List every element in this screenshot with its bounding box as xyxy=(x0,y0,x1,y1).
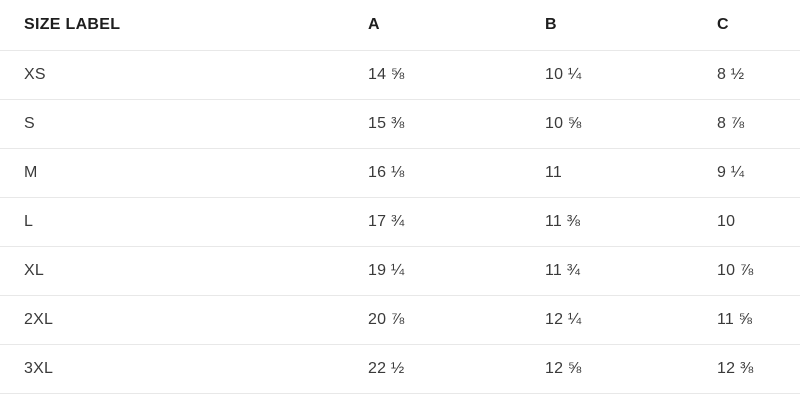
size-label-cell: L xyxy=(0,197,368,247)
column-header-b: B xyxy=(545,0,717,51)
measurement-a-cell: 16 ⅛ xyxy=(368,148,545,198)
table-row-2xl: 2XL 20 ⅞ 12 ¼ 11 ⅝ xyxy=(0,295,800,345)
measurement-c-cell: 10 ⅞ xyxy=(717,246,800,296)
measurement-b-cell: 11 ⅜ xyxy=(545,197,717,247)
measurement-b-cell: 11 ¾ xyxy=(545,246,717,296)
measurement-c-cell: 11 ⅝ xyxy=(717,295,800,345)
measurement-a-cell: 15 ⅜ xyxy=(368,99,545,149)
measurement-c-cell: 9 ¼ xyxy=(717,148,800,198)
table-row-s: S 15 ⅜ 10 ⅝ 8 ⅞ xyxy=(0,99,800,149)
size-label-cell: 3XL xyxy=(0,344,368,394)
measurement-a-cell: 14 ⅝ xyxy=(368,50,545,100)
column-header-c: C xyxy=(717,0,800,51)
size-label-cell: S xyxy=(0,99,368,149)
table-row-m: M 16 ⅛ 11 9 ¼ xyxy=(0,148,800,198)
table-row-3xl: 3XL 22 ½ 12 ⅝ 12 ⅜ xyxy=(0,344,800,394)
measurement-b-cell: 10 ¼ xyxy=(545,50,717,100)
table-row-xl: XL 19 ¼ 11 ¾ 10 ⅞ xyxy=(0,246,800,296)
measurement-b-cell: 11 xyxy=(545,148,717,198)
size-label-cell: M xyxy=(0,148,368,198)
column-header-a: A xyxy=(368,0,545,51)
measurement-a-cell: 22 ½ xyxy=(368,344,545,394)
measurement-b-cell: 12 ⅝ xyxy=(545,344,717,394)
measurement-b-cell: 10 ⅝ xyxy=(545,99,717,149)
measurement-c-cell: 8 ½ xyxy=(717,50,800,100)
measurement-b-cell: 12 ¼ xyxy=(545,295,717,345)
size-label-cell: XL xyxy=(0,246,368,296)
measurement-a-cell: 17 ¾ xyxy=(368,197,545,247)
table-row-l: L 17 ¾ 11 ⅜ 10 xyxy=(0,197,800,247)
size-label-cell: 2XL xyxy=(0,295,368,345)
measurement-c-cell: 12 ⅜ xyxy=(717,344,800,394)
table-row-xs: XS 14 ⅝ 10 ¼ 8 ½ xyxy=(0,50,800,100)
size-label-cell: XS xyxy=(0,50,368,100)
measurement-c-cell: 10 xyxy=(717,197,800,247)
column-header-size-label: SIZE LABEL xyxy=(0,0,368,51)
measurement-a-cell: 19 ¼ xyxy=(368,246,545,296)
table-header-row: SIZE LABEL A B C xyxy=(0,0,800,51)
measurement-c-cell: 8 ⅞ xyxy=(717,99,800,149)
size-chart-table: SIZE LABEL A B C XS 14 ⅝ 10 ¼ 8 ½ S 15 ⅜… xyxy=(0,0,800,394)
measurement-a-cell: 20 ⅞ xyxy=(368,295,545,345)
